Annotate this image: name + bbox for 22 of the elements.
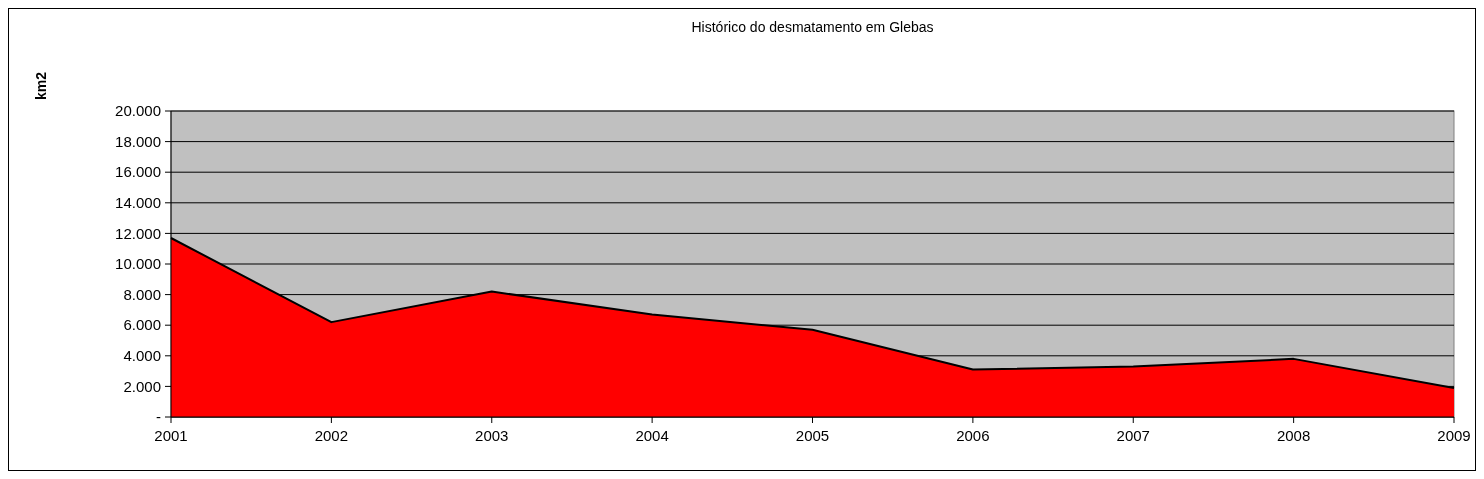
y-tick-label: 2.000: [123, 377, 161, 395]
x-tick-label: 2007: [1116, 427, 1150, 444]
x-tick-label: 2009: [1437, 427, 1471, 444]
x-tick-label: 2006: [956, 427, 990, 444]
x-tick-label: 2005: [795, 427, 830, 444]
y-tick-label: 6.000: [123, 316, 161, 334]
x-tick-label: 2004: [635, 427, 669, 444]
y-tick-label: 12.000: [115, 224, 161, 242]
x-tick-label: 2002: [314, 427, 349, 444]
x-tick-label: 2008: [1276, 427, 1311, 444]
y-axis-title: km2: [33, 71, 49, 101]
x-tick-label: 2003: [475, 427, 509, 444]
y-tick-label: 8.000: [123, 285, 161, 303]
x-tick-label: 2001: [154, 427, 188, 444]
y-tick-label: 10.000: [115, 255, 161, 273]
chart-title: Histórico do desmatamento em Glebas: [691, 19, 934, 35]
y-tick-label: 18.000: [115, 132, 161, 150]
y-tick-label: -: [156, 408, 161, 426]
y-tick-label: 4.000: [123, 347, 161, 365]
y-tick-label: 16.000: [115, 163, 161, 181]
y-tick-label: 20.000: [115, 102, 161, 120]
y-tick-label: 14.000: [115, 194, 161, 212]
